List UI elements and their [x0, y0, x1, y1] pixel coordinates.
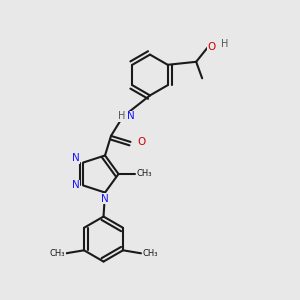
Text: H: H	[118, 111, 125, 122]
Text: N: N	[72, 153, 80, 163]
Text: CH₃: CH₃	[50, 249, 65, 258]
Text: O: O	[137, 137, 145, 147]
Text: O: O	[207, 42, 215, 52]
Text: N: N	[72, 181, 80, 190]
Text: N: N	[127, 111, 134, 122]
Text: H: H	[221, 39, 228, 49]
Text: CH₃: CH₃	[142, 249, 158, 258]
Text: N: N	[101, 194, 109, 203]
Text: CH₃: CH₃	[136, 169, 152, 178]
